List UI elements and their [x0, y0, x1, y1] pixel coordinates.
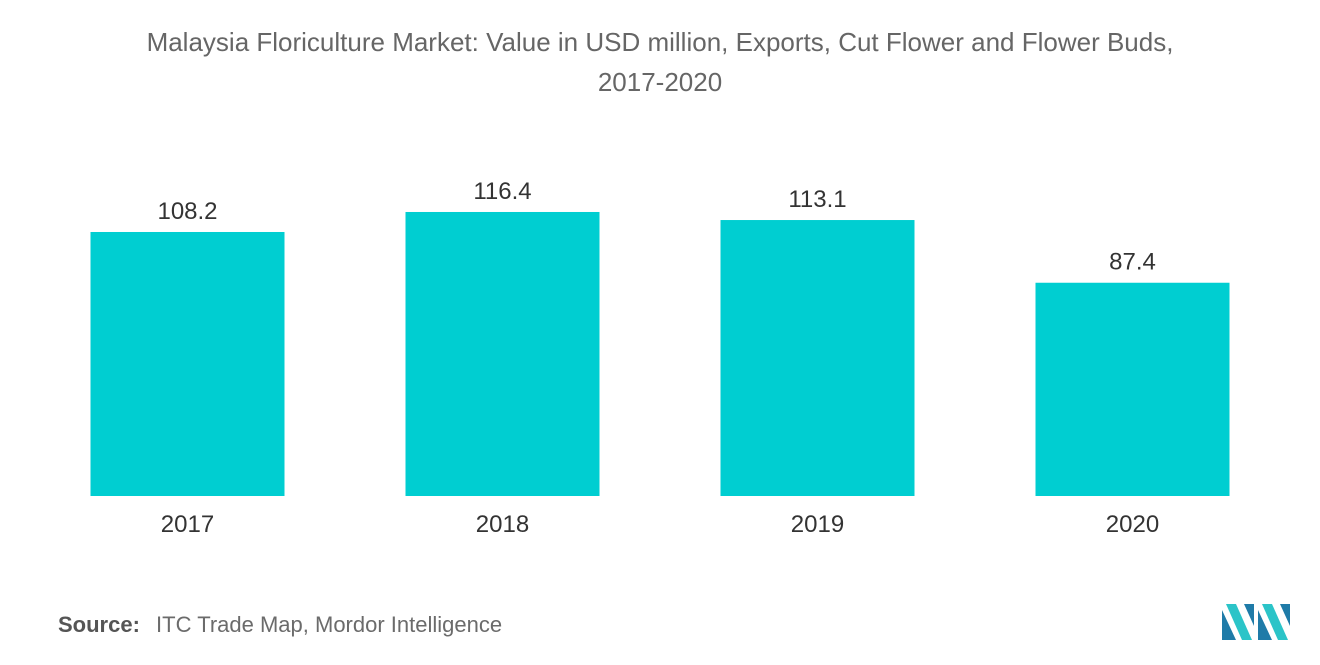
bar-2018: [405, 211, 600, 496]
x-tick-label-2017: 2017: [161, 511, 214, 538]
x-tick-label-2018: 2018: [476, 511, 529, 538]
source-note: Source: ITC Trade Map, Mordor Intelligen…: [58, 612, 502, 638]
source-text: ITC Trade Map, Mordor Intelligence: [156, 612, 503, 637]
bar-2020: [1035, 282, 1230, 496]
chart-title-line-1: Malaysia Floriculture Market: Value in U…: [146, 27, 1174, 57]
bar-2017: [90, 231, 285, 496]
data-label-2019: 113.1: [788, 186, 846, 213]
data-label-2020: 87.4: [1109, 249, 1156, 276]
chart-title-line-2: 2017-2020: [597, 67, 723, 97]
mordor-intelligence-logo-icon: [1222, 604, 1290, 640]
source-label: Source:: [58, 612, 140, 637]
bar-2019: [720, 220, 915, 496]
x-tick-label-2019: 2019: [791, 511, 844, 538]
data-label-2017: 108.2: [157, 198, 217, 225]
data-label-2018: 116.4: [473, 178, 531, 205]
x-tick-label-2020: 2020: [1106, 511, 1159, 538]
chart-title: Malaysia Floriculture Market: Value in U…: [0, 22, 1320, 102]
